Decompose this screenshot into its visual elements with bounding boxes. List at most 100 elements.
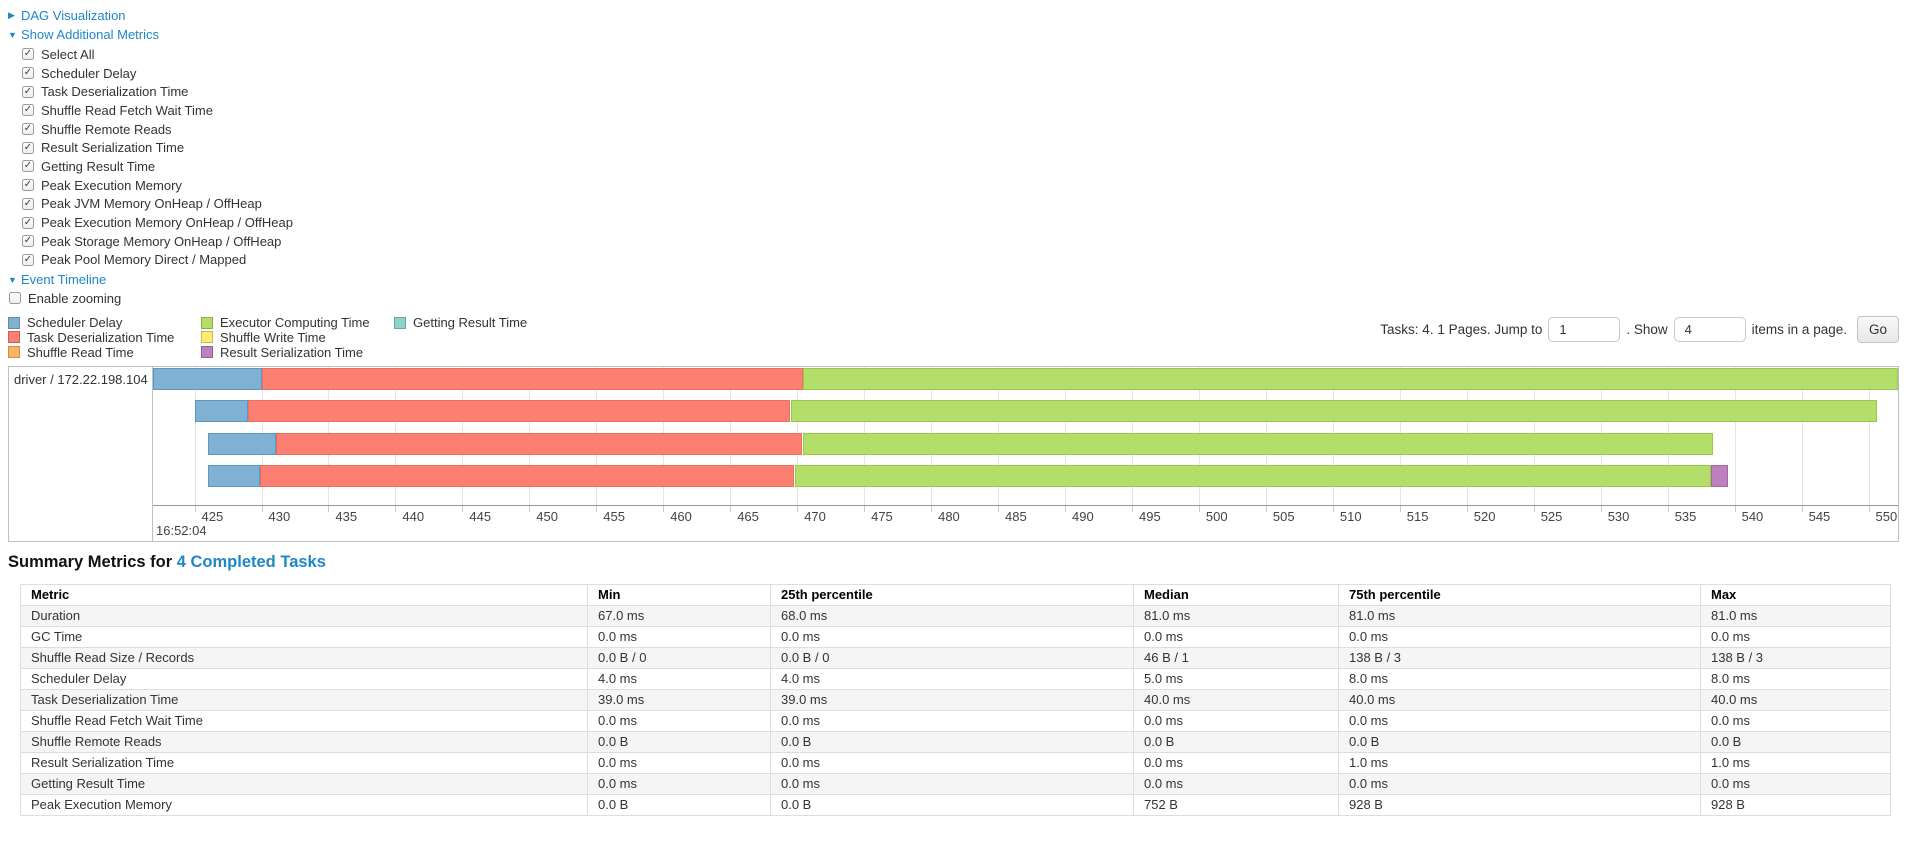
metric-value-cell: 68.0 ms bbox=[770, 604, 1134, 627]
metric-checkbox[interactable]: ✓ bbox=[22, 216, 34, 229]
metric-checkbox[interactable]: ✓ bbox=[22, 67, 34, 80]
gridline bbox=[1801, 366, 1803, 505]
metric-checkbox-item: ✓ Peak Execution Memory OnHeap / OffHeap bbox=[22, 213, 1899, 232]
enable-zooming-checkbox[interactable] bbox=[9, 292, 21, 305]
task-bar-segment-scheduler-delay[interactable] bbox=[194, 400, 249, 423]
show-text: . Show bbox=[1626, 322, 1668, 338]
metric-value-cell: 0.0 ms bbox=[1700, 772, 1891, 795]
metric-value-cell: 0.0 ms bbox=[587, 709, 771, 732]
metric-checkbox-label: Shuffle Remote Reads bbox=[41, 121, 172, 137]
task-bar-segment-task-deserialization[interactable] bbox=[261, 367, 803, 390]
show-additional-metrics-link[interactable]: Show Additional Metrics bbox=[21, 27, 160, 42]
metric-checkbox[interactable]: ✓ bbox=[22, 235, 34, 248]
axis-tick-label: 550 bbox=[1875, 508, 1898, 524]
timeline-x-axis: 16:52:04 425 430 435 440 445 450 455 460 465 470 4… bbox=[153, 504, 1898, 541]
metric-value-cell: 0.0 B bbox=[770, 793, 1134, 816]
task-bar-segment-executor-computing[interactable] bbox=[790, 400, 1877, 423]
axis-tick bbox=[529, 505, 531, 512]
metric-checkbox-label: Select All bbox=[41, 46, 95, 62]
legend-item: Executor Computing Time bbox=[201, 315, 394, 330]
summary-column-header: 75th percentile bbox=[1338, 583, 1701, 606]
completed-tasks-link[interactable]: 4 Completed Tasks bbox=[176, 552, 326, 571]
metric-checkbox[interactable]: ✓ bbox=[22, 123, 34, 136]
gridline bbox=[1734, 366, 1736, 505]
metric-value-cell: 0.0 ms bbox=[1133, 709, 1339, 732]
legend-swatch-icon bbox=[394, 316, 406, 329]
metric-checkbox[interactable]: ✓ bbox=[22, 85, 34, 98]
metric-value-cell: 0.0 B bbox=[587, 730, 771, 753]
legend-label: Executor Computing Time bbox=[220, 315, 370, 331]
axis-tick bbox=[1198, 505, 1200, 512]
axis-tick bbox=[1332, 505, 1334, 512]
task-bar-segment-executor-computing[interactable] bbox=[802, 367, 1898, 390]
task-bar-segment-result-serialization[interactable] bbox=[1710, 465, 1728, 488]
metric-checkbox-item: ✓ Select All bbox=[22, 45, 1899, 64]
event-timeline-link[interactable]: Event Timeline bbox=[21, 272, 107, 288]
task-bar-segment-task-deserialization[interactable] bbox=[260, 465, 795, 488]
summary-heading-text: Summary Metrics for bbox=[8, 552, 177, 571]
dag-visualization-link[interactable]: DAG Visualization bbox=[21, 8, 126, 23]
metric-value-cell: 0.0 ms bbox=[770, 709, 1134, 732]
task-bar-segment-task-deserialization[interactable] bbox=[276, 432, 803, 455]
metric-value-cell: 81.0 ms bbox=[1700, 604, 1891, 627]
metric-checkbox-label: Peak Execution Memory OnHeap / OffHeap bbox=[41, 215, 293, 231]
summary-metrics-table: Metric Min 25th percentile Median 75th perce… bbox=[20, 583, 1891, 816]
metric-checkbox-item: ✓ Shuffle Remote Reads bbox=[22, 120, 1899, 139]
metric-name-cell: Duration bbox=[20, 604, 588, 627]
table-row: Shuffle Read Fetch Wait Time 0.0 ms 0.0 ms… bbox=[20, 709, 1891, 732]
metric-checkbox[interactable]: ✓ bbox=[22, 104, 34, 117]
metric-value-cell: 138 B / 3 bbox=[1338, 646, 1701, 669]
stage-page: ▶ DAG Visualization ▼ Show Additional Me… bbox=[8, 6, 1899, 816]
metric-checkbox[interactable]: ✓ bbox=[22, 179, 34, 192]
metric-checkbox[interactable]: ✓ bbox=[22, 141, 34, 154]
legend-column: Scheduler Delay Task Deserialization Time… bbox=[8, 315, 201, 360]
legend-label: Result Serialization Time bbox=[220, 344, 364, 360]
metric-checkbox[interactable]: ✓ bbox=[22, 160, 34, 173]
expanded-arrow-icon: ▼ bbox=[8, 274, 17, 285]
metric-checkbox[interactable]: ✓ bbox=[22, 253, 34, 266]
legend-label: Shuffle Write Time bbox=[220, 329, 326, 345]
show-additional-metrics-toggle[interactable]: ▼ Show Additional Metrics bbox=[8, 25, 1899, 44]
axis-tick bbox=[1667, 505, 1669, 512]
dag-visualization-toggle[interactable]: ▶ DAG Visualization bbox=[8, 6, 1899, 25]
metric-checkbox-item: ✓ Scheduler Delay bbox=[22, 64, 1899, 83]
task-bar-segment-scheduler-delay[interactable] bbox=[207, 432, 277, 455]
metric-checkbox-item: ✓ Getting Result Time bbox=[22, 157, 1899, 176]
metric-checkbox[interactable]: ✓ bbox=[22, 197, 34, 210]
go-button[interactable]: Go bbox=[1856, 316, 1899, 344]
executor-group-label: driver / 172.22.198.104 bbox=[14, 371, 148, 387]
legend-swatch-icon bbox=[201, 331, 213, 344]
metric-checkbox-label: Getting Result Time bbox=[41, 158, 156, 174]
legend-item: Scheduler Delay bbox=[8, 315, 201, 330]
task-bar-segment-executor-computing[interactable] bbox=[794, 465, 1711, 488]
metric-value-cell: 0.0 B bbox=[1133, 730, 1339, 753]
metric-checkbox[interactable]: ✓ bbox=[22, 48, 34, 61]
task-bar-segment-task-deserialization[interactable] bbox=[248, 400, 791, 423]
table-row: Shuffle Remote Reads 0.0 B 0.0 B 0.0 B 0.0 B… bbox=[20, 730, 1891, 753]
metric-value-cell: 39.0 ms bbox=[587, 688, 771, 711]
metric-value-cell: 46 B / 1 bbox=[1133, 646, 1339, 669]
metric-value-cell: 0.0 B bbox=[1700, 730, 1891, 753]
table-row: Task Deserialization Time 39.0 ms 39.0 ms 4… bbox=[20, 688, 1891, 711]
legend-label: Getting Result Time bbox=[413, 315, 528, 331]
metric-value-cell: 928 B bbox=[1700, 793, 1891, 816]
table-row: Shuffle Read Size / Records 0.0 B / 0 0.0 … bbox=[20, 646, 1891, 669]
axis-tick bbox=[395, 505, 397, 512]
axis-tick-label: 450 bbox=[536, 508, 558, 524]
gridline bbox=[1868, 366, 1870, 505]
metric-value-cell: 40.0 ms bbox=[1133, 688, 1339, 711]
task-bar-segment-scheduler-delay[interactable] bbox=[153, 367, 262, 390]
legend-label: Shuffle Read Time bbox=[27, 344, 134, 360]
metric-value-cell: 5.0 ms bbox=[1133, 667, 1339, 690]
items-per-page-input[interactable] bbox=[1673, 317, 1746, 343]
task-bar-segment-executor-computing[interactable] bbox=[802, 432, 1714, 455]
metric-checkbox-label: Result Serialization Time bbox=[41, 140, 185, 156]
legend-item: Result Serialization Time bbox=[201, 345, 394, 360]
metric-checkbox-label: Scheduler Delay bbox=[41, 65, 137, 81]
metric-value-cell: 0.0 ms bbox=[1338, 625, 1701, 648]
jump-to-page-input[interactable] bbox=[1548, 317, 1621, 343]
legend-item: Shuffle Read Time bbox=[8, 345, 201, 360]
event-timeline-toggle[interactable]: ▼ Event Timeline bbox=[8, 270, 1899, 289]
task-bar-segment-scheduler-delay[interactable] bbox=[207, 465, 261, 488]
axis-tick bbox=[1801, 505, 1803, 512]
